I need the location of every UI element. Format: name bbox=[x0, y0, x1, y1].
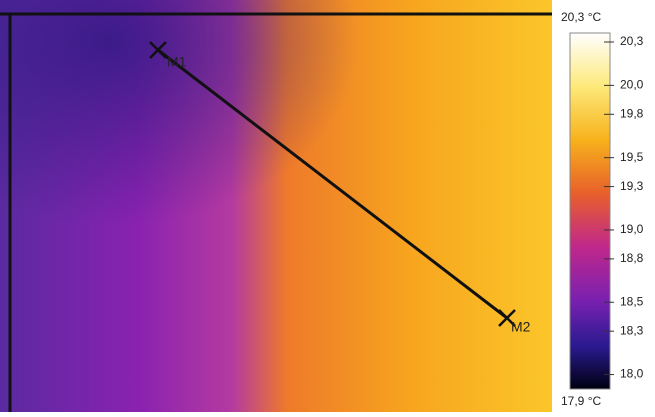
tick-label: 18,0 bbox=[620, 367, 644, 381]
colorbar-min: 17,9 °C bbox=[561, 394, 601, 408]
tick-label: 20,0 bbox=[620, 78, 644, 92]
colorbar: 20,3 °C 17,9 °C 20,3 20,0 19,8 19,5 19,3 19,0… bbox=[561, 10, 644, 408]
tick-label: 20,3 bbox=[620, 34, 644, 48]
thermal-image: M1 M2 bbox=[0, 0, 552, 412]
tick-label: 19,5 bbox=[620, 150, 644, 164]
tick-label: 18,5 bbox=[620, 294, 644, 308]
thermal-view: M1 M2 20,3 °C 17,9 °C 20,3 20,0 19,8 19,5 19… bbox=[0, 0, 655, 412]
tick-label: 19,8 bbox=[620, 106, 644, 120]
marker-label: M2 bbox=[511, 319, 531, 335]
marker-label: M1 bbox=[167, 54, 187, 70]
tick-label: 19,3 bbox=[620, 179, 644, 193]
tick-label: 18,8 bbox=[620, 251, 644, 265]
tick-label: 19,0 bbox=[620, 222, 644, 236]
colorbar-max: 20,3 °C bbox=[561, 10, 601, 24]
tick-label: 18,3 bbox=[620, 323, 644, 337]
